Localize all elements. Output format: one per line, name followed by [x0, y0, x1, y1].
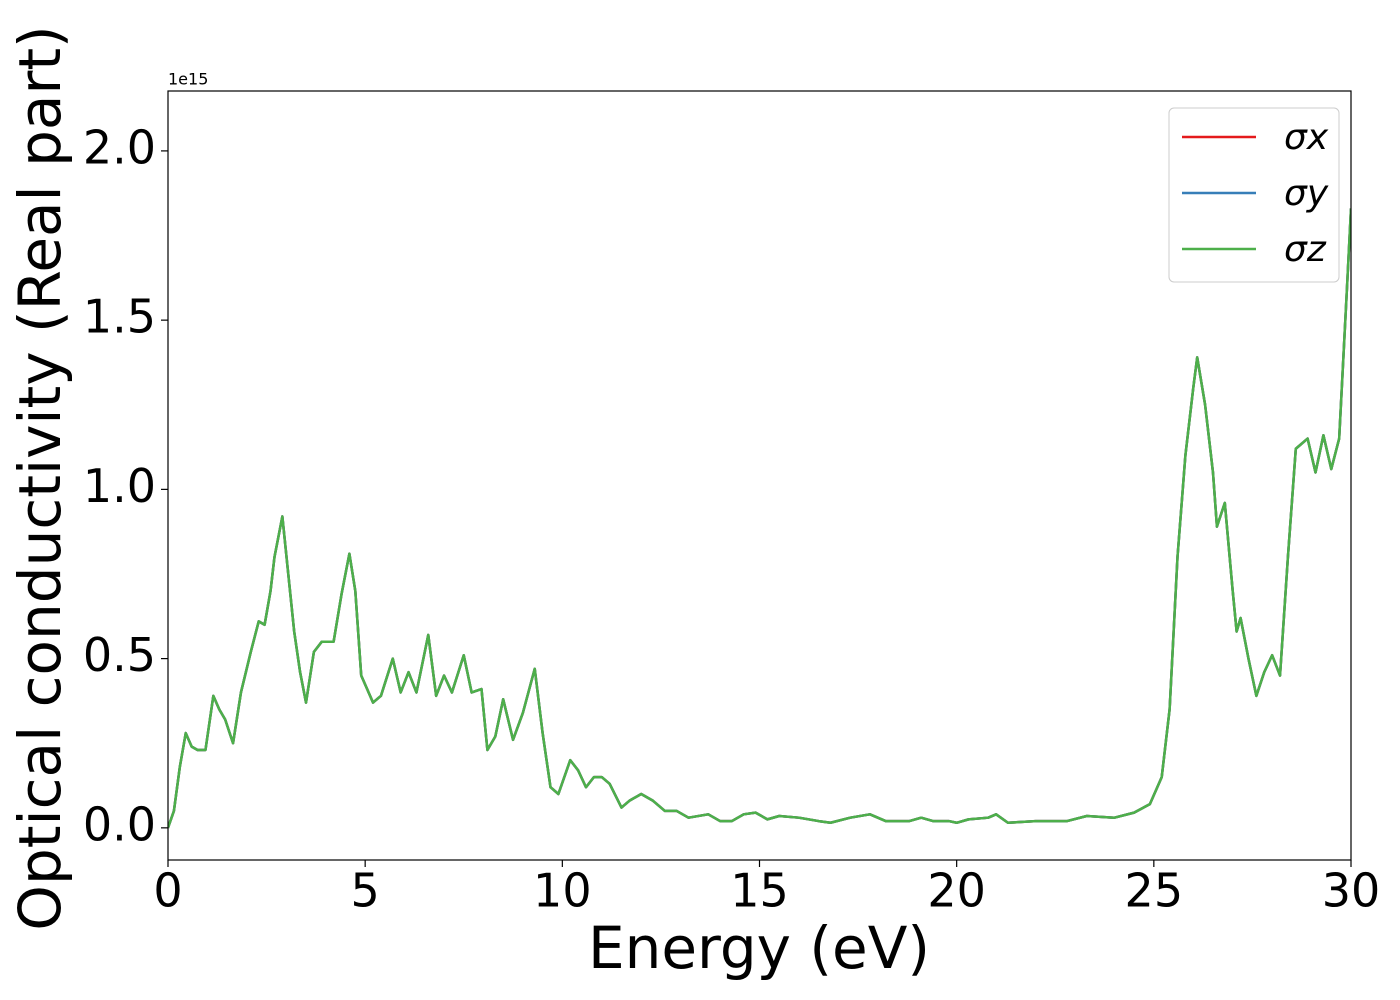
y-tick-label: 1.0 [83, 459, 156, 513]
legend-label: σx [1284, 117, 1329, 158]
y-tick-label: 0.0 [83, 797, 156, 851]
y-axis-label: Optical conductivity (Real part) [6, 25, 74, 930]
x-tick-label: 10 [533, 864, 592, 918]
x-axis-label: Energy (eV) [588, 914, 930, 982]
offset-label: 1e15 [168, 70, 208, 89]
x-tick-label: 5 [351, 864, 380, 918]
legend-label: σz [1284, 229, 1327, 270]
plot-frame [167, 90, 1352, 861]
legend-box [1168, 107, 1340, 283]
y-tick-label: 2.0 [83, 120, 156, 174]
series-line [168, 208, 1351, 829]
y-tick-label: 1.5 [83, 290, 156, 344]
series-line [168, 208, 1351, 829]
x-tick-label: 0 [153, 864, 182, 918]
x-tick-label: 20 [927, 864, 986, 918]
x-tick-label: 30 [1322, 864, 1381, 918]
legend-label: σy [1284, 173, 1329, 214]
x-tick-label: 25 [1125, 864, 1184, 918]
series-line [168, 208, 1351, 829]
y-tick-label: 0.5 [83, 628, 156, 682]
x-tick-label: 15 [730, 864, 789, 918]
